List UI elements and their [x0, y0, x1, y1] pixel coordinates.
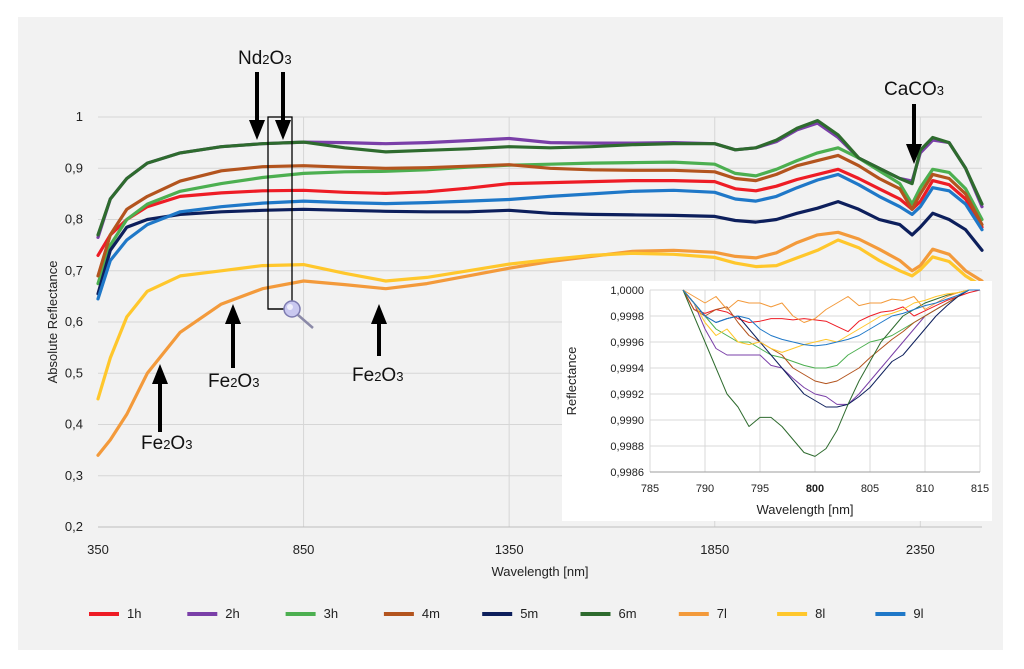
- y-tick-label: 0,7: [65, 263, 83, 278]
- inset-y-tick-label: 0,9988: [610, 441, 644, 453]
- legend-label-9l: 9l: [913, 606, 923, 621]
- inset-series-line-9l: [682, 289, 980, 347]
- series-line-5m: [96, 200, 984, 296]
- inset-axes: 0,9986 0,9988 0,9990 0,9992 0,9994 0,9996 0,99…: [564, 285, 989, 517]
- y-tick-label: 1: [76, 109, 83, 124]
- annotation-fe2o3-c: Fe2O3: [352, 304, 403, 386]
- inset-y-tick-label: 0,9990: [610, 415, 644, 427]
- y-tick-label: 0,2: [65, 519, 83, 534]
- legend-label-8l: 8l: [815, 606, 825, 621]
- inset-x-axis-title: Wavelength [nm]: [756, 502, 853, 517]
- legend-label-4m: 4m: [422, 606, 440, 621]
- annotation-fe2o3-b-label: Fe2O3: [208, 371, 259, 392]
- annotation-caco3: CaCO3: [884, 79, 944, 164]
- series-line-4m: [96, 153, 984, 278]
- series-line-3h: [96, 146, 984, 286]
- legend: 1h 2h 3h 4m 5m 6m 7l 8l 9l: [89, 606, 924, 621]
- inset-x-tick-label: 795: [751, 483, 769, 495]
- annotation-fe2o3-b: Fe2O3: [208, 304, 259, 392]
- magnifier-icon: [283, 300, 314, 329]
- annotation-fe2o3-c-label: Fe2O3: [352, 365, 403, 386]
- inset-y-tick-label: 0,9994: [610, 363, 644, 375]
- series-line-9l: [96, 172, 984, 301]
- inset-series-line-4m: [682, 289, 980, 385]
- inset-y-tick-label: 0,9992: [610, 389, 644, 401]
- inset-x-tick-label: 805: [861, 483, 879, 495]
- x-tick-label: 1350: [495, 542, 524, 557]
- legend-label-1h: 1h: [127, 606, 141, 621]
- legend-label-5m: 5m: [520, 606, 538, 621]
- annotation-nd2o3-label: Nd2O3: [238, 48, 292, 69]
- inset-y-tick-label: 0,9986: [610, 467, 644, 479]
- x-tick-label: 1850: [700, 542, 729, 557]
- y-tick-label: 0,6: [65, 314, 83, 329]
- legend-label-3h: 3h: [324, 606, 338, 621]
- annotation-caco3-label: CaCO3: [884, 79, 944, 100]
- y-tick-label: 0,8: [65, 212, 83, 227]
- x-tick-label: 2350: [906, 542, 935, 557]
- arrowhead-nd-1: [249, 120, 265, 140]
- y-axis-title: Absolute Reflectance: [45, 261, 60, 384]
- inset-series-line-6m: [682, 289, 980, 457]
- annotation-fe2o3-a-label: Fe2O3: [141, 433, 192, 454]
- inset-x-tick-label: 785: [641, 483, 659, 495]
- inset-y-tick-label: 1,0000: [610, 285, 644, 297]
- inset-x-tick-label: 815: [971, 483, 989, 495]
- arrowhead-caco3: [906, 144, 922, 164]
- inset-x-tick-label: 790: [696, 483, 714, 495]
- legend-label-7l: 7l: [717, 606, 727, 621]
- series-line-7l: [96, 230, 984, 457]
- legend-label-6m: 6m: [619, 606, 637, 621]
- inset-x-tick-label: 810: [916, 483, 934, 495]
- inset-x-tick-label: 800: [806, 483, 824, 495]
- x-tick-label: 850: [293, 542, 315, 557]
- series-line-1h: [96, 167, 984, 257]
- inset-y-tick-label: 0,9996: [610, 337, 644, 349]
- inset-series: [682, 289, 981, 457]
- y-tick-label: 0,4: [65, 417, 83, 432]
- y-tick-label: 0,9: [65, 160, 83, 175]
- y-tick-label: 0,3: [65, 468, 83, 483]
- series-line-8l: [96, 238, 984, 401]
- x-axis-title: Wavelength [nm]: [491, 564, 588, 579]
- series-line-6m: [96, 118, 984, 237]
- legend-label-2h: 2h: [225, 606, 239, 621]
- inset-series-line-7l: [682, 289, 980, 323]
- arrowhead-nd-2: [275, 120, 291, 140]
- x-tick-label: 350: [87, 542, 109, 557]
- zoom-region-box: [267, 116, 293, 310]
- inset-y-axis-title: Reflectance: [564, 347, 579, 416]
- annotation-fe2o3-a: Fe2O3: [141, 364, 192, 454]
- annotation-nd2o3: Nd2O3: [238, 48, 293, 310]
- inset-y-tick-label: 0,9998: [610, 311, 644, 323]
- main-series: [96, 118, 984, 457]
- inset-series-line-8l: [682, 289, 980, 353]
- y-tick-label: 0,5: [65, 365, 83, 380]
